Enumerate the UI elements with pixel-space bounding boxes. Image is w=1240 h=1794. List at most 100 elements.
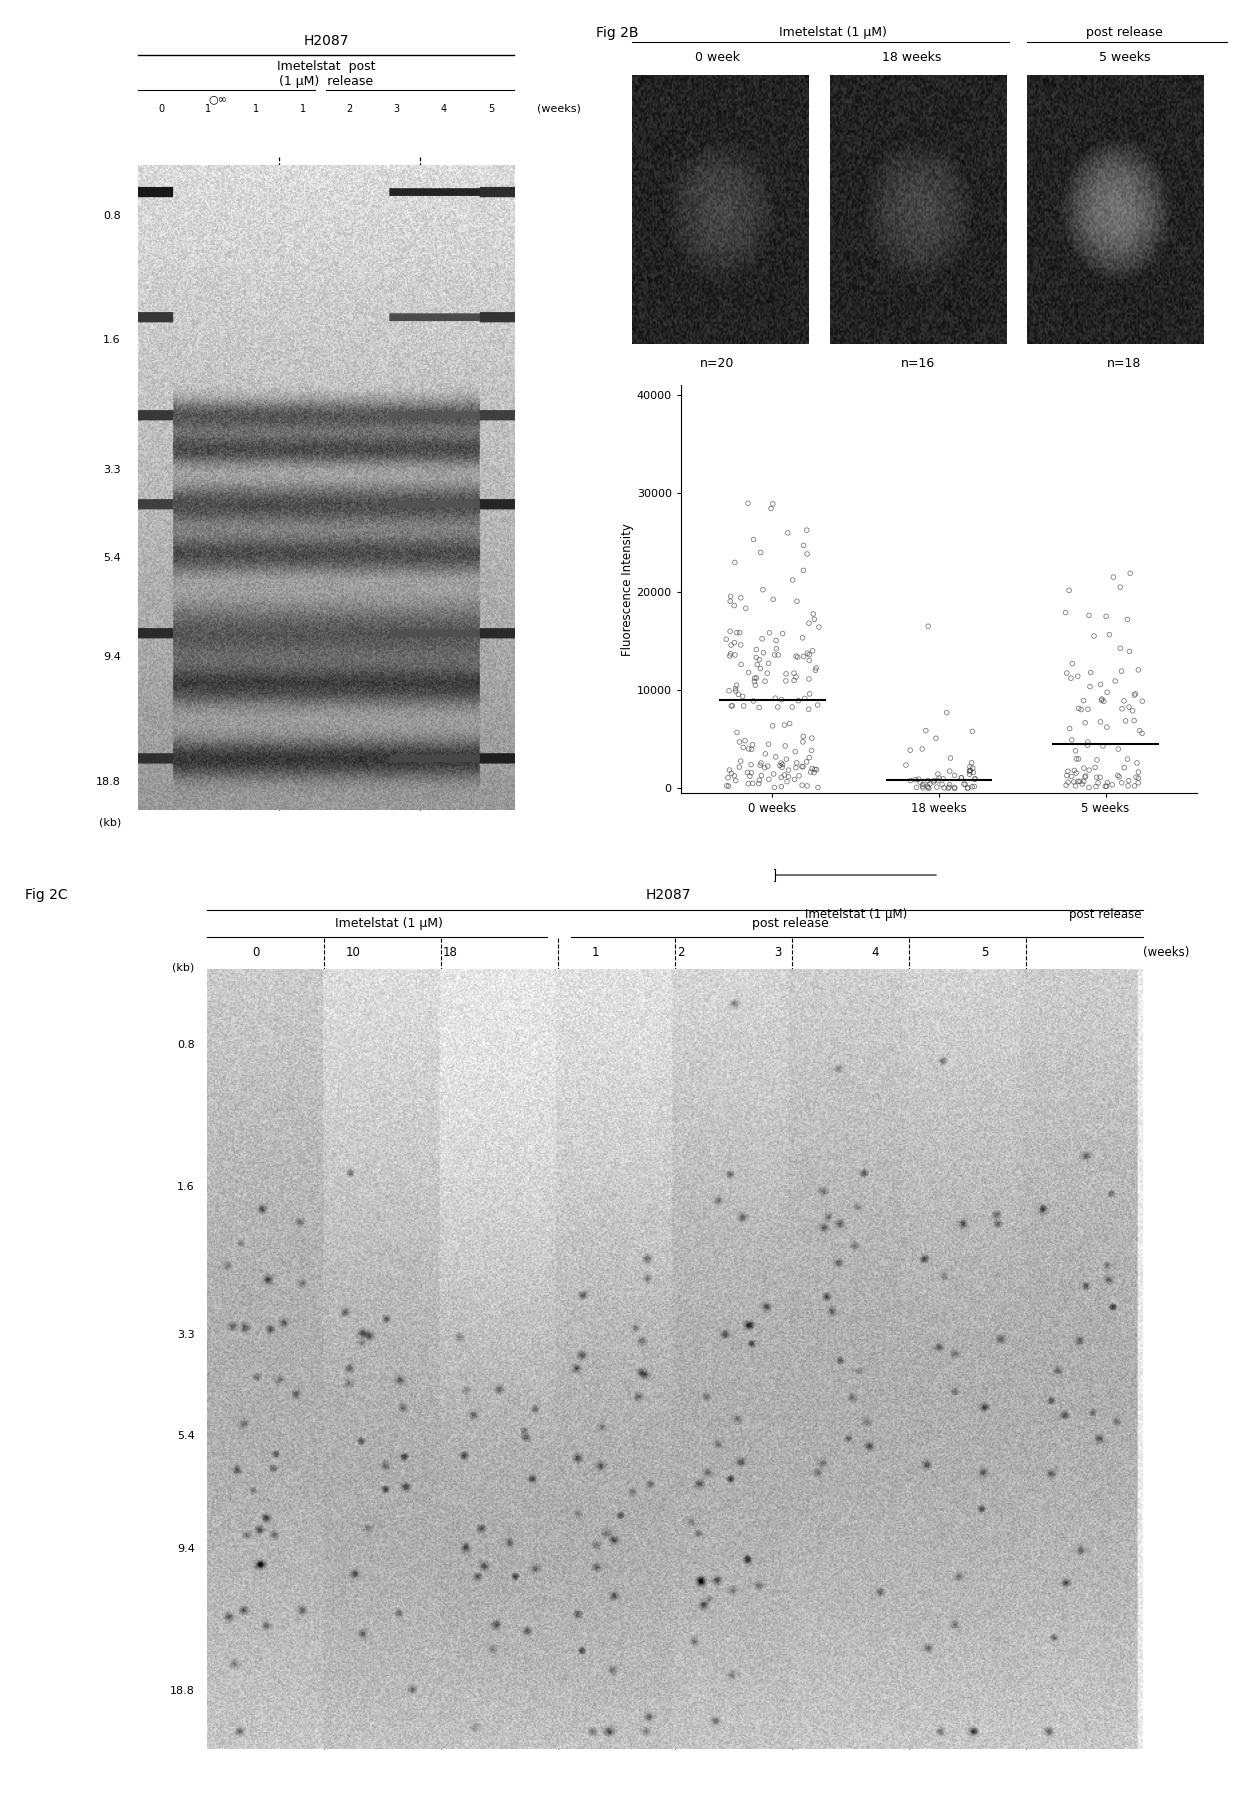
- Point: [753, 576, 773, 605]
- Point: [744, 526, 764, 554]
- Point: [1110, 633, 1130, 662]
- Point: [776, 667, 796, 696]
- Point: [1132, 687, 1152, 716]
- Point: [800, 646, 820, 675]
- Text: 9.4: 9.4: [103, 653, 120, 662]
- Point: [743, 730, 763, 759]
- Point: [806, 653, 826, 682]
- Text: 5 weeks: 5 weeks: [1099, 50, 1149, 63]
- Point: [806, 657, 826, 685]
- Point: [775, 732, 795, 761]
- Point: [1127, 748, 1147, 777]
- Text: 10: 10: [345, 947, 360, 960]
- Point: [906, 773, 926, 802]
- Point: [776, 660, 796, 689]
- Point: [771, 771, 791, 800]
- Point: [1068, 662, 1087, 691]
- Text: n=18: n=18: [1107, 357, 1142, 370]
- Point: [1095, 771, 1115, 800]
- Text: 1.6: 1.6: [103, 335, 120, 346]
- Point: [1091, 685, 1111, 714]
- Point: [805, 755, 825, 784]
- Point: [759, 764, 779, 793]
- Point: [769, 640, 789, 669]
- Point: [1132, 719, 1152, 748]
- Point: [1090, 762, 1110, 791]
- Point: [786, 662, 806, 691]
- Point: [1078, 730, 1097, 759]
- Point: [804, 759, 823, 788]
- Point: [727, 671, 746, 700]
- Point: [750, 752, 770, 780]
- Point: [1059, 576, 1079, 605]
- Point: [725, 675, 745, 703]
- Point: [1070, 768, 1090, 797]
- Point: [720, 617, 740, 646]
- Point: [1061, 664, 1081, 692]
- Point: [719, 755, 739, 784]
- Point: [776, 745, 796, 773]
- Point: [913, 734, 932, 762]
- Point: [738, 759, 758, 788]
- Point: [910, 768, 930, 797]
- Point: [717, 771, 737, 800]
- Point: [1068, 766, 1087, 795]
- Text: 0: 0: [252, 947, 259, 960]
- Point: [724, 628, 744, 657]
- Point: [719, 771, 739, 800]
- Text: H2087: H2087: [304, 34, 348, 48]
- Point: [1058, 768, 1078, 797]
- Point: [730, 619, 750, 648]
- Point: [759, 730, 779, 759]
- Point: [1100, 621, 1120, 649]
- Point: [738, 770, 758, 798]
- Point: [771, 748, 791, 777]
- Text: 4: 4: [440, 104, 446, 113]
- Point: [719, 676, 739, 705]
- Point: [1109, 736, 1128, 764]
- Text: 2: 2: [677, 947, 684, 960]
- Point: [1097, 678, 1117, 707]
- Text: post release: post release: [1086, 27, 1163, 39]
- Point: [799, 694, 818, 723]
- Point: [744, 667, 764, 696]
- Point: [1117, 745, 1137, 773]
- Point: [761, 493, 781, 522]
- Point: [739, 658, 759, 687]
- Point: [730, 583, 750, 612]
- Point: [1094, 732, 1114, 761]
- Point: [763, 712, 782, 741]
- Point: [775, 761, 795, 789]
- Point: [900, 736, 920, 764]
- Point: [951, 764, 971, 793]
- Text: (kb): (kb): [172, 962, 195, 972]
- Point: [725, 640, 745, 669]
- Point: [1118, 766, 1138, 795]
- Point: [1128, 764, 1148, 793]
- Point: [1086, 762, 1106, 791]
- Point: [945, 773, 965, 802]
- Point: [733, 734, 753, 762]
- Text: Imetelstat (1 μM): Imetelstat (1 μM): [805, 908, 906, 920]
- Point: [1111, 657, 1131, 685]
- Point: [955, 770, 975, 798]
- Point: [1117, 605, 1137, 633]
- Point: [1090, 707, 1110, 736]
- Point: [733, 682, 753, 710]
- Text: 3: 3: [774, 947, 781, 960]
- Point: [897, 750, 916, 779]
- Text: 1: 1: [206, 104, 212, 113]
- Point: [963, 759, 983, 788]
- Point: [775, 710, 795, 739]
- Point: [918, 766, 937, 795]
- Text: 0 week: 0 week: [694, 50, 740, 63]
- Text: 0.8: 0.8: [103, 212, 120, 221]
- Point: [797, 771, 817, 800]
- Point: [1073, 770, 1092, 798]
- Point: [962, 753, 982, 782]
- Point: [936, 698, 956, 727]
- Point: [749, 766, 769, 795]
- Point: [1071, 696, 1091, 725]
- Point: [916, 716, 936, 745]
- Text: Imetelstat (1 μM): Imetelstat (1 μM): [335, 917, 443, 929]
